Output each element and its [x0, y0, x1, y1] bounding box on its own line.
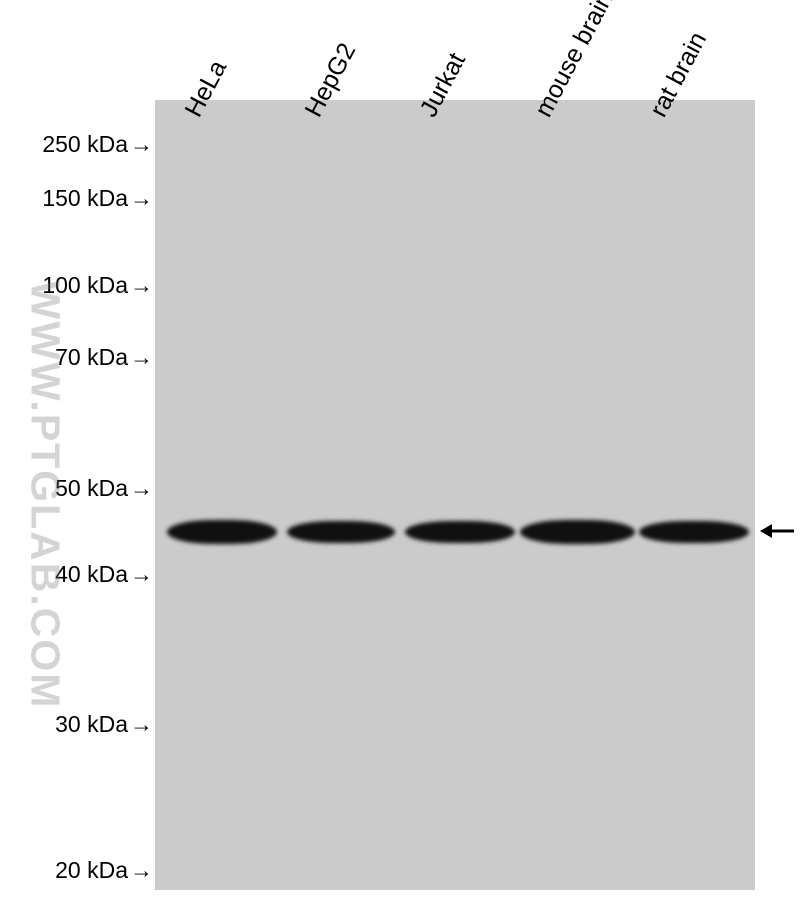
mw-marker: 40 kDa→ — [55, 560, 153, 588]
western-blot-figure: 250 kDa→150 kDa→100 kDa→70 kDa→50 kDa→40… — [0, 0, 800, 903]
arrow-right-icon: → — [130, 131, 153, 158]
mw-marker-label: 150 kDa — [42, 185, 128, 212]
arrow-right-icon: → — [130, 857, 153, 884]
mw-marker-label: 30 kDa — [55, 711, 128, 738]
blot-membrane — [155, 100, 755, 890]
target-band-arrow — [760, 519, 800, 548]
protein-band — [520, 520, 635, 544]
protein-band — [287, 521, 395, 543]
mw-marker: 20 kDa→ — [55, 856, 153, 884]
watermark-text: WWW.PTGLAB.COM — [22, 281, 69, 710]
mw-marker: 30 kDa→ — [55, 710, 153, 738]
arrow-right-icon: → — [130, 185, 153, 212]
mw-marker-label: 250 kDa — [42, 131, 128, 158]
mw-marker: 150 kDa→ — [42, 184, 153, 212]
watermark-label: WWW.PTGLAB.COM — [23, 281, 69, 710]
mw-marker: 70 kDa→ — [55, 343, 153, 371]
arrow-right-icon: → — [130, 711, 153, 738]
protein-band — [405, 521, 515, 543]
arrow-right-icon: → — [130, 272, 153, 299]
protein-band — [639, 521, 749, 543]
arrow-right-icon: → — [130, 475, 153, 502]
arrow-right-icon: → — [130, 344, 153, 371]
protein-band — [167, 520, 277, 544]
mw-marker: 250 kDa→ — [42, 130, 153, 158]
arrow-right-icon: → — [130, 561, 153, 588]
mw-marker: 50 kDa→ — [55, 474, 153, 502]
mw-marker-label: 20 kDa — [55, 857, 128, 884]
